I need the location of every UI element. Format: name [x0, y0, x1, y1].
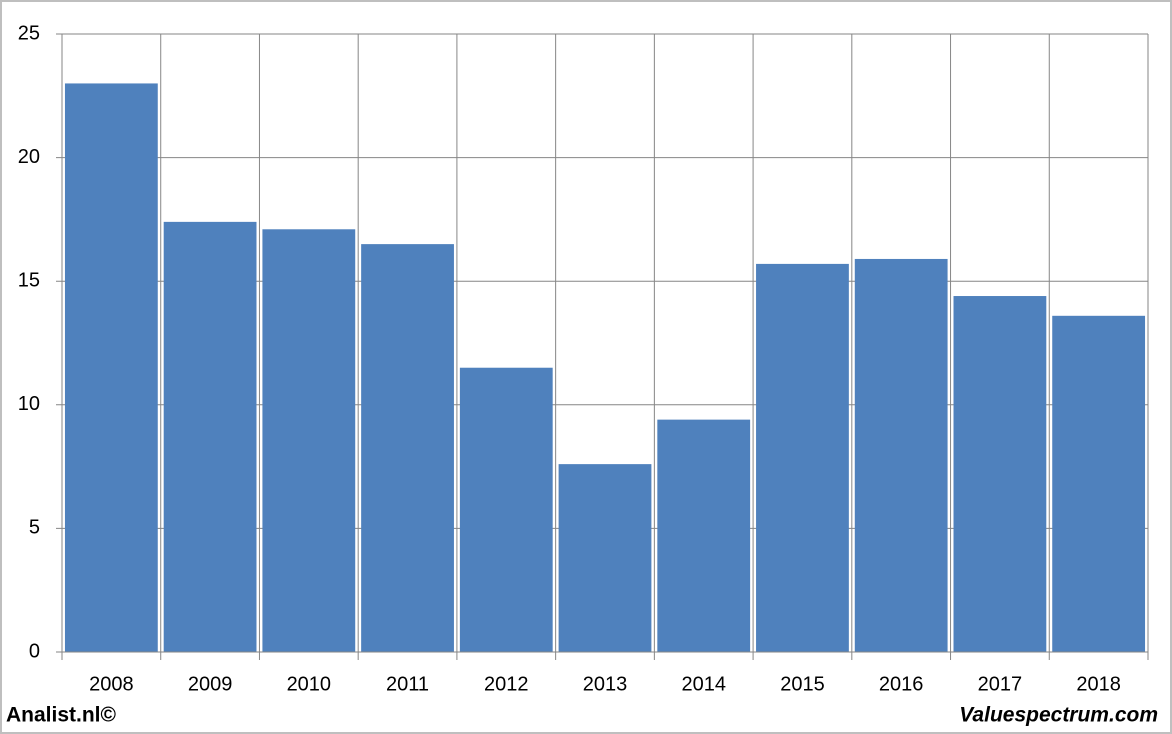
bar: [756, 263, 849, 652]
y-tick-label: 25: [18, 22, 40, 44]
x-tick-label: 2008: [89, 673, 134, 695]
y-tick-label: 5: [29, 517, 40, 539]
y-tick-label: 10: [18, 393, 40, 415]
footer-left: Analist.nl©: [6, 704, 117, 727]
x-tick-label: 2009: [188, 673, 233, 695]
x-tick-label: 2010: [287, 673, 332, 695]
y-tick-label: 0: [29, 640, 40, 662]
bar: [854, 258, 948, 652]
bar: [558, 464, 652, 652]
bar: [657, 419, 751, 652]
bar: [361, 244, 454, 652]
bar: [459, 367, 553, 652]
bar: [1052, 315, 1146, 652]
bar: [64, 83, 158, 652]
footer-right: Valuespectrum.com: [959, 704, 1158, 727]
x-tick-label: 2012: [484, 673, 529, 695]
x-tick-label: 2011: [386, 673, 429, 695]
x-tick-label: 2014: [681, 673, 726, 695]
x-tick-label: 2013: [583, 673, 628, 695]
x-tick-label: 2015: [780, 673, 825, 695]
y-tick-label: 20: [18, 146, 40, 168]
bar: [163, 221, 257, 652]
x-tick-label: 2016: [879, 673, 924, 695]
x-tick-label: 2018: [1076, 673, 1121, 695]
x-tick-label: 2017: [978, 673, 1023, 695]
y-tick-label: 15: [18, 269, 40, 291]
bar: [953, 296, 1047, 652]
bar: [262, 229, 356, 652]
